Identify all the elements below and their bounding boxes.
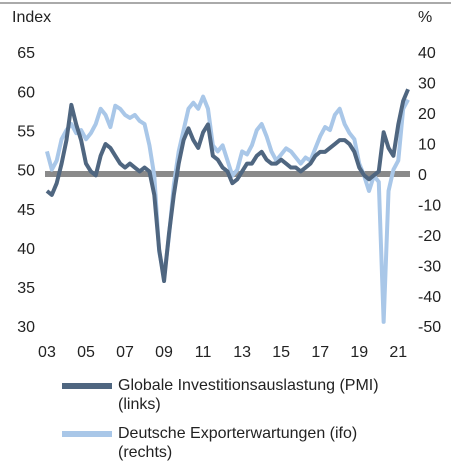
x-tick-label: 09 [155, 344, 173, 361]
y2-tick-label: -40 [418, 289, 441, 306]
x-tick-label: 03 [38, 344, 56, 361]
y2-tick-label: -30 [418, 258, 441, 275]
x-tick-label: 21 [389, 344, 407, 361]
legend-label: Deutsche Exporterwartungen (ifo) (rechts… [118, 425, 358, 461]
y-tick-label: 35 [17, 280, 35, 297]
x-tick-label: 05 [77, 344, 95, 361]
legend-entry: Globale Investitionsauslastung (PMI) (li… [118, 377, 379, 413]
x-tick-label: 11 [195, 344, 212, 361]
x-tick-label: 15 [272, 344, 290, 361]
series-line [45, 94, 410, 324]
y2-tick-label: -10 [418, 197, 441, 214]
x-tick-label: 07 [116, 344, 134, 361]
x-tick-label: 13 [233, 344, 251, 361]
x-tick-label: 19 [350, 344, 368, 361]
y-tick-label: 60 [17, 84, 35, 101]
legend-entry: Deutsche Exporterwartungen (ifo) (rechts… [118, 425, 358, 461]
y2-axis-title: % [418, 9, 432, 26]
y-axis-title: Index [12, 9, 51, 26]
x-tick-label: 17 [311, 344, 329, 361]
y2-tick-label: 20 [418, 106, 436, 123]
y-tick-label: 30 [17, 319, 35, 336]
y-tick-label: 65 [17, 45, 35, 62]
series-line [45, 88, 410, 284]
y2-tick-label: -50 [418, 319, 441, 336]
y2-tick-label: 10 [418, 137, 436, 154]
y2-tick-label: 40 [418, 45, 436, 62]
y2-tick-label: -20 [418, 228, 441, 245]
legend-label: Globale Investitionsauslastung (PMI) (li… [118, 377, 379, 413]
y-tick-label: 50 [17, 163, 35, 180]
y2-tick-label: 0 [418, 167, 427, 184]
y-tick-label: 55 [17, 124, 35, 141]
y-tick-label: 45 [17, 202, 35, 219]
y-tick-label: 40 [17, 241, 35, 258]
y2-tick-label: 30 [418, 76, 436, 93]
